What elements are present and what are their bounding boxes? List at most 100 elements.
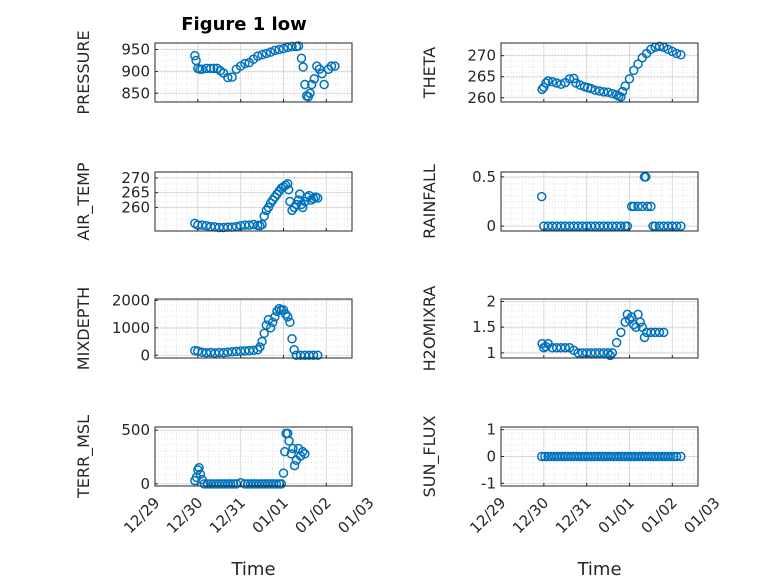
data-point — [620, 81, 630, 91]
x-tick-label: 12/31 — [206, 494, 249, 537]
data-point-fill — [202, 479, 213, 489]
data-point-fill — [540, 451, 550, 462]
grid — [154, 427, 352, 486]
data-point-fill — [666, 451, 676, 462]
axes-box — [154, 298, 353, 359]
data-point — [255, 342, 265, 352]
data-point-fill — [582, 82, 593, 93]
y-axis-label: SUN_FLUX — [420, 416, 440, 498]
data-point — [257, 219, 267, 230]
x-tick-label: 12/29 — [120, 494, 163, 537]
data-point — [633, 59, 643, 69]
data-point — [605, 350, 615, 361]
data-point — [284, 436, 294, 446]
data-point — [617, 86, 628, 97]
data-point — [599, 87, 609, 97]
axes-box — [154, 426, 353, 487]
x-tick-label: 01/03 — [334, 494, 377, 537]
data-point — [624, 74, 635, 84]
data-point — [543, 76, 553, 86]
data-point — [319, 79, 329, 90]
y-axis-label: THETA — [420, 47, 439, 99]
data-point — [263, 202, 274, 213]
data-point — [635, 317, 645, 327]
data-point — [274, 44, 284, 55]
data-point — [611, 337, 622, 348]
series-markers — [537, 41, 686, 102]
y-tick-label: 0 — [140, 346, 150, 364]
data-point — [227, 72, 237, 82]
data-point — [639, 332, 650, 343]
y-tick-label: 2000 — [112, 291, 150, 309]
data-point — [309, 74, 320, 84]
data-point — [270, 312, 280, 322]
data-point — [312, 350, 323, 361]
y-axis-label: PRESSURE — [74, 30, 93, 114]
series-markers — [536, 172, 686, 231]
data-point — [564, 74, 575, 84]
data-point — [223, 72, 233, 83]
subplot-4: 0.5 0 RAINFALL — [420, 164, 699, 239]
y-tick-label: 0 — [486, 217, 496, 235]
data-point-fill — [228, 479, 239, 489]
x-tick-label: 12/30 — [163, 494, 206, 537]
data-point — [330, 61, 340, 71]
x-tick-label: 12/31 — [552, 494, 595, 537]
y-tick-label: 1 — [486, 344, 496, 362]
data-point — [197, 220, 207, 230]
data-point — [280, 446, 290, 457]
data-point — [541, 78, 551, 88]
y-tick-label: 500 — [121, 421, 150, 439]
y-tick-label: 1.5 — [472, 318, 496, 336]
data-point — [616, 92, 626, 102]
x-tick-label: 12/29 — [466, 494, 509, 537]
data-point — [312, 193, 323, 203]
data-point — [671, 48, 682, 59]
x-tick-label: 01/02 — [291, 494, 334, 537]
data-point — [569, 73, 579, 84]
data-point — [654, 41, 665, 52]
data-point — [676, 50, 686, 60]
subplot-7: 500 0 TERR_MSL 12/29 12/30 12/31 01/01 01/02 01/… — [74, 415, 378, 580]
data-point — [536, 191, 547, 202]
data-point — [287, 334, 297, 344]
y-tick-label: 0 — [140, 475, 150, 493]
grid — [500, 427, 698, 486]
y-axis-label: AIR_TEMP — [74, 162, 94, 240]
series-markers — [536, 451, 686, 462]
data-point — [300, 79, 310, 90]
data-point — [298, 202, 308, 213]
data-point — [289, 460, 300, 471]
data-point — [629, 65, 639, 76]
subplot-8: 1 0 -1 SUN_FLUX 12/29 12/30 12/31 01/01 01/02 01/… — [420, 416, 724, 580]
data-point — [671, 221, 682, 231]
data-point — [306, 79, 317, 90]
data-point-fill — [209, 63, 219, 74]
subplot-1: 950 900 850 PRESSURE — [74, 30, 353, 115]
plot-area — [155, 172, 352, 231]
x-tick-label: 01/03 — [680, 494, 723, 537]
data-point — [622, 221, 633, 231]
y-axis-label: H2OMIXRA — [420, 286, 439, 372]
y-tick-label: 0.5 — [472, 168, 496, 186]
data-point-fill — [225, 479, 236, 489]
data-point — [283, 184, 294, 195]
data-point — [280, 309, 291, 319]
y-tick-label: 270 — [121, 169, 150, 187]
data-point — [278, 468, 289, 478]
series-markers — [190, 428, 310, 489]
data-point — [195, 469, 206, 479]
series-markers — [190, 41, 340, 102]
x-tick-label: 01/01 — [595, 494, 638, 537]
data-point — [300, 449, 310, 459]
data-point — [272, 306, 282, 317]
data-point — [676, 221, 686, 231]
x-axis-label: Time — [576, 559, 621, 580]
axes-box — [500, 298, 699, 359]
data-point — [616, 221, 626, 231]
grid — [154, 172, 352, 231]
data-point — [326, 61, 337, 71]
x-tick-label: 01/01 — [249, 494, 292, 537]
data-point — [298, 62, 308, 72]
data-point — [270, 45, 280, 56]
